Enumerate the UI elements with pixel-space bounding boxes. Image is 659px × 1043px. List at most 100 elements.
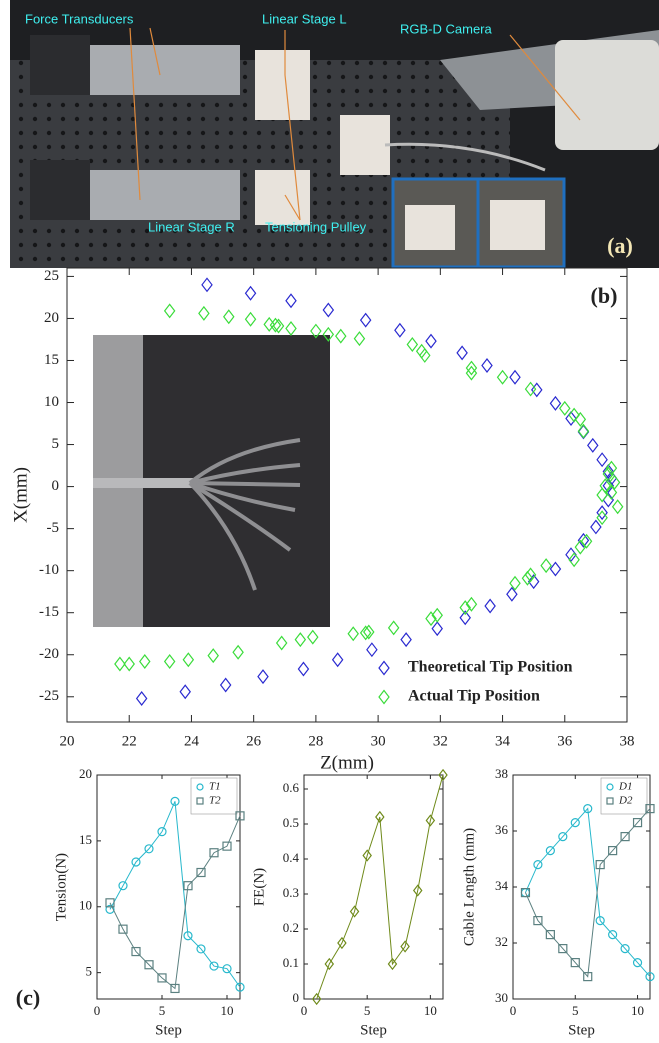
legend-label: T2	[209, 795, 221, 807]
x-tick-label: 10	[631, 1003, 644, 1018]
x-tick-label: 32	[433, 733, 448, 749]
y-tick-label: 0.5	[283, 815, 299, 830]
legend-marker	[379, 662, 389, 675]
marker	[336, 330, 346, 343]
marker	[417, 345, 427, 358]
marker	[124, 657, 134, 670]
y-tick-label: 0.1	[283, 955, 299, 970]
marker	[591, 520, 601, 533]
marker	[286, 294, 296, 307]
marker	[575, 413, 585, 426]
marker	[333, 653, 343, 666]
x-tick-label: 24	[184, 733, 200, 749]
marker	[115, 657, 125, 670]
x-tick-label: 30	[371, 733, 386, 749]
marker	[348, 627, 358, 640]
marker	[286, 322, 296, 335]
marker	[323, 304, 333, 317]
y-tick-label: -20	[39, 646, 59, 662]
y-tick-label: 30	[495, 990, 508, 1005]
x-tick-label: 36	[557, 733, 573, 749]
legend-label: T1	[209, 781, 221, 793]
y-tick-label: 0	[52, 478, 60, 494]
y-tick-label: -15	[39, 604, 59, 620]
series-line	[317, 775, 443, 999]
y-tick-label: 5	[86, 964, 93, 979]
marker	[208, 649, 218, 662]
legend-label: D1	[618, 781, 632, 793]
series-line	[525, 809, 650, 977]
marker	[140, 655, 150, 668]
photo-label: Force Transducers	[25, 11, 134, 26]
marker	[485, 599, 495, 612]
marker	[389, 621, 399, 634]
y-tick-label: 25	[44, 268, 59, 284]
marker	[180, 685, 190, 698]
y-tick-label: -5	[47, 520, 60, 536]
marker	[295, 633, 305, 646]
y-tick-label: -10	[39, 562, 59, 578]
marker	[308, 631, 318, 644]
x-axis-label: Z(mm)	[320, 752, 374, 773]
y-tick-label: 0.6	[283, 780, 300, 795]
marker	[597, 453, 607, 466]
legend-label: Actual Tip Position	[408, 688, 540, 705]
x-tick-label: 0	[94, 1003, 101, 1018]
y-tick-label: 0.4	[283, 850, 300, 865]
y-tick-label: 10	[79, 898, 92, 913]
x-tick-label: 28	[308, 733, 323, 749]
marker	[407, 338, 417, 351]
marker	[137, 692, 147, 705]
marker	[246, 313, 256, 326]
marker	[432, 622, 442, 635]
marker	[354, 332, 364, 345]
marker	[597, 489, 607, 502]
x-axis-label: Step	[568, 1022, 595, 1038]
marker	[457, 346, 467, 359]
marker	[588, 439, 598, 452]
pulley-block	[255, 170, 310, 225]
marker	[361, 314, 371, 327]
motor	[30, 160, 90, 220]
marker	[550, 562, 560, 575]
marker	[298, 663, 308, 676]
x-axis-label: Step	[360, 1022, 387, 1038]
marker	[395, 324, 405, 337]
marker	[613, 500, 623, 513]
camera	[555, 40, 659, 150]
marker	[541, 559, 551, 572]
marker	[482, 359, 492, 372]
plot-frame	[304, 775, 443, 999]
marker	[510, 371, 520, 384]
x-tick-label: 34	[495, 733, 511, 749]
x-tick-label: 26	[246, 733, 262, 749]
photo-label: Linear Stage R	[148, 219, 235, 234]
y-tick-label: 10	[44, 394, 59, 410]
photo-label: Linear Stage L	[262, 11, 347, 26]
y-tick-label: 34	[495, 878, 509, 893]
motor	[30, 35, 90, 95]
marker	[550, 397, 560, 410]
trail	[190, 483, 300, 485]
y-tick-label: 20	[79, 766, 92, 781]
series-line	[525, 809, 650, 977]
figure: (a) Force TransducersLinear Stage LRGB-D…	[0, 0, 659, 1043]
pulley-block	[255, 50, 310, 120]
x-tick-label: 22	[122, 733, 137, 749]
marker	[165, 655, 175, 668]
marker	[578, 425, 588, 438]
x-tick-label: 10	[221, 1003, 234, 1018]
legend-label: D2	[618, 795, 633, 807]
x-tick-label: 38	[620, 733, 635, 749]
series-line	[110, 801, 240, 987]
y-tick-label: -25	[39, 688, 59, 704]
marker	[466, 362, 476, 375]
marker	[420, 349, 430, 362]
photo-label: Tensioning Pulley	[265, 219, 367, 234]
marker	[466, 367, 476, 380]
x-tick-label: 0	[301, 1003, 308, 1018]
holder	[340, 115, 390, 175]
marker	[498, 371, 508, 384]
series-line	[110, 816, 240, 989]
marker	[183, 653, 193, 666]
